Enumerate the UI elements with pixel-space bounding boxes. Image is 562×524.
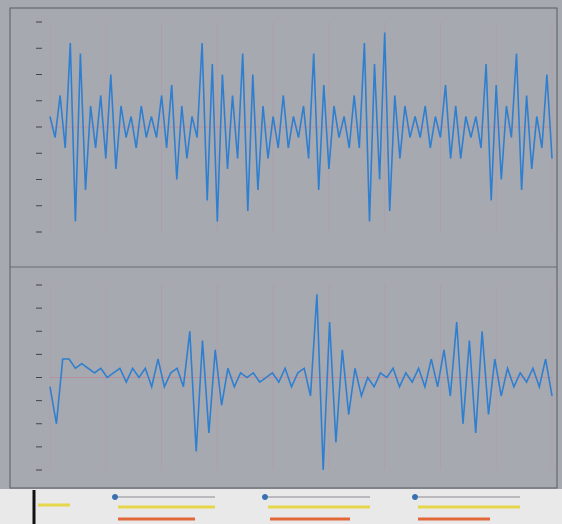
waveform: [49, 32, 553, 222]
slider-group[interactable]: [262, 494, 370, 521]
panels: [36, 21, 553, 471]
waveform: [49, 294, 553, 471]
slider-group[interactable]: [112, 494, 215, 521]
slider-knob[interactable]: [112, 494, 118, 500]
slider-group[interactable]: [412, 494, 520, 521]
slider-knob[interactable]: [412, 494, 418, 500]
frame: [9, 7, 558, 489]
slider-knob[interactable]: [262, 494, 268, 500]
